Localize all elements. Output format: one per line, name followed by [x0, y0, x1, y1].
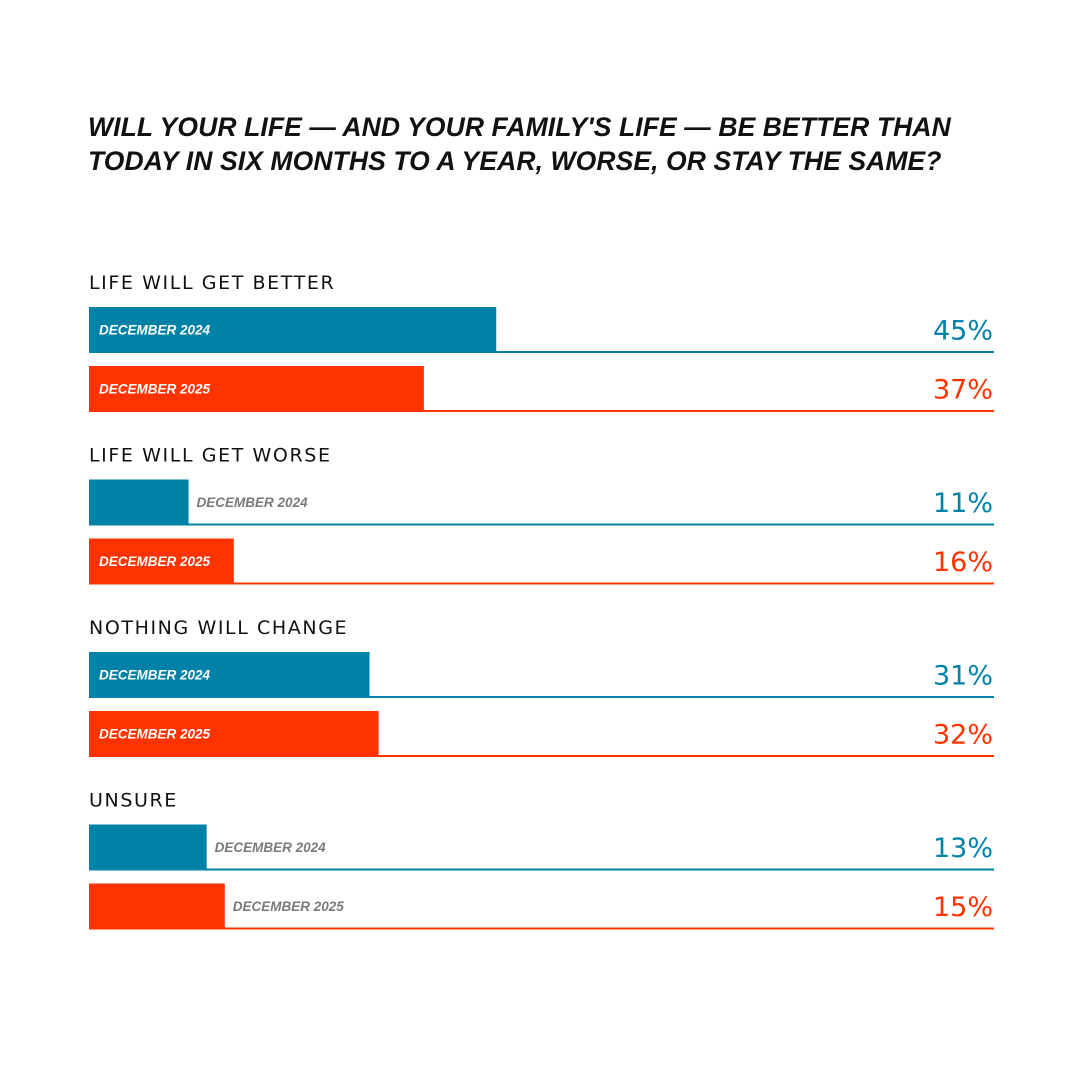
bar-nothing-will-change-december-2025: [89, 711, 379, 757]
bar-life-will-get-better-december-2025: [89, 366, 424, 412]
bar-life-will-get-worse-december-2025: [89, 538, 234, 585]
value-label-unsure-december-2025: 15%: [933, 892, 993, 923]
series-label-unsure-december-2025: DECEMBER 2025: [233, 899, 345, 914]
value-label-nothing-will-change-december-2024: 31%: [933, 661, 993, 692]
series-label-life-will-get-better-december-2024: DECEMBER 2024: [99, 323, 211, 338]
category-label-unsure: UNSURE: [89, 790, 178, 812]
category-label-life-will-get-worse: LIFE WILL GET WORSE: [89, 445, 332, 467]
series-label-life-will-get-better-december-2025: DECEMBER 2025: [99, 382, 211, 397]
bar-nothing-will-change-december-2024: [89, 652, 370, 698]
series-label-nothing-will-change-december-2025: DECEMBER 2025: [99, 727, 211, 742]
value-label-nothing-will-change-december-2025: 32%: [933, 720, 993, 751]
bar-unsure-december-2024: [89, 824, 207, 871]
value-label-unsure-december-2024: 13%: [933, 833, 993, 864]
bar-unsure-december-2025: [89, 883, 225, 930]
series-label-life-will-get-worse-december-2025: DECEMBER 2025: [99, 554, 211, 569]
category-label-nothing-will-change: NOTHING WILL CHANGE: [89, 617, 348, 639]
value-label-life-will-get-worse-december-2025: 16%: [933, 547, 993, 578]
value-label-life-will-get-better-december-2025: 37%: [933, 375, 993, 406]
chart-title: WILL YOUR LIFE — AND YOUR FAMILY'S LIFE …: [88, 112, 951, 176]
series-label-life-will-get-worse-december-2024: DECEMBER 2024: [197, 495, 309, 510]
category-label-life-will-get-better: LIFE WILL GET BETTER: [89, 272, 335, 294]
bar-life-will-get-worse-december-2024: [89, 479, 189, 526]
value-label-life-will-get-worse-december-2024: 11%: [933, 488, 993, 519]
bar-life-will-get-better-december-2024: [89, 307, 497, 353]
value-label-life-will-get-better-december-2024: 45%: [933, 316, 993, 347]
series-label-unsure-december-2024: DECEMBER 2024: [215, 840, 327, 855]
series-label-nothing-will-change-december-2024: DECEMBER 2024: [99, 668, 211, 683]
